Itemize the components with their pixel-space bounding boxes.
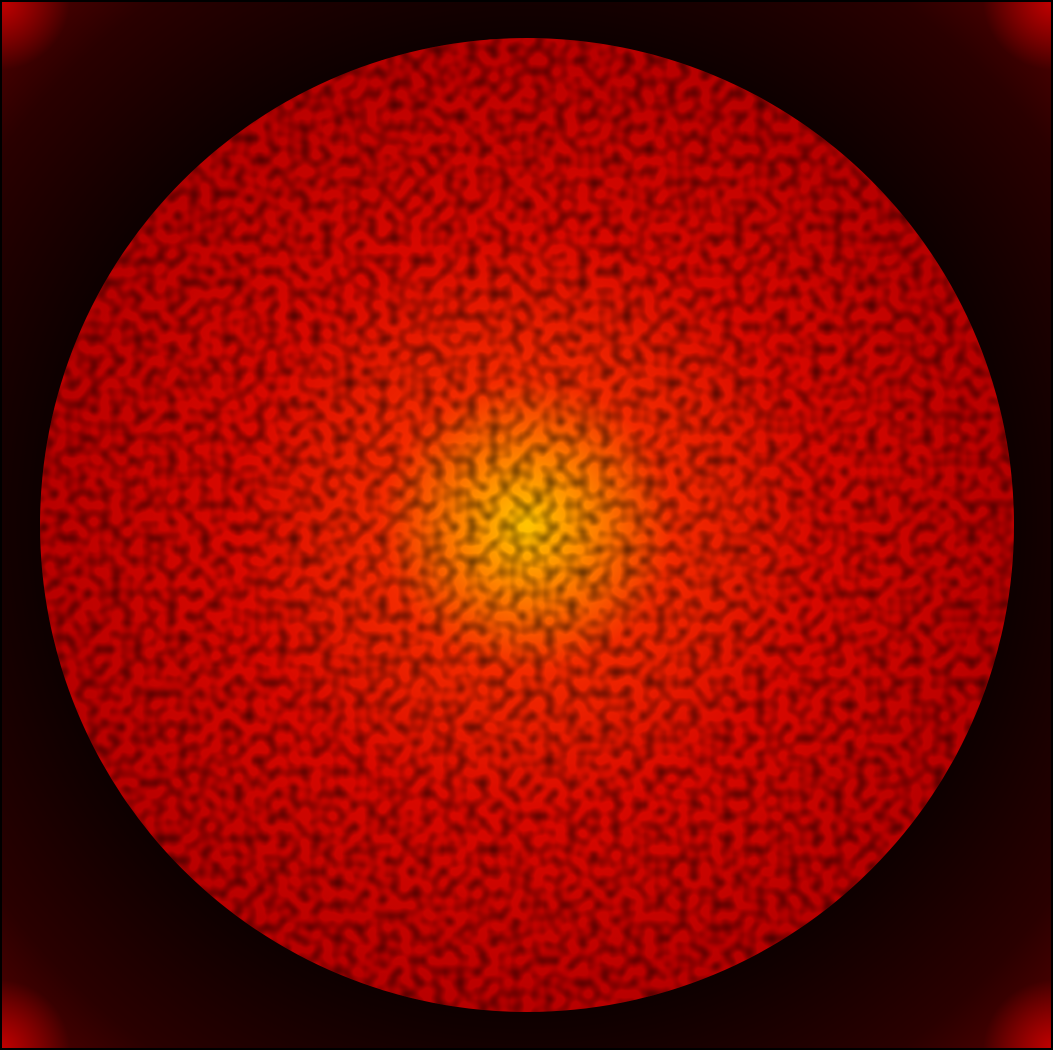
corner-glow: [0, 980, 70, 1050]
corner-glow: [983, 0, 1053, 70]
corner-glow: [0, 0, 70, 70]
corner-glow: [983, 980, 1053, 1050]
